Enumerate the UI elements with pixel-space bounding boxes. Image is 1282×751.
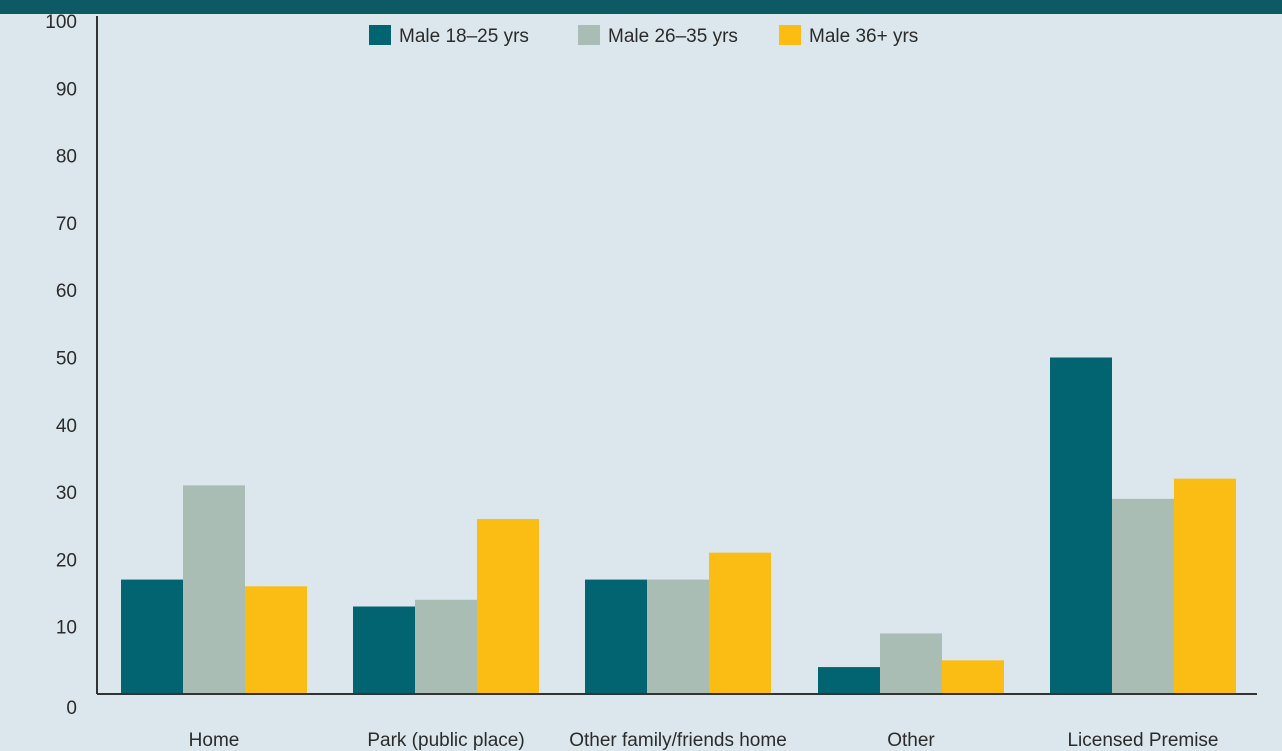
x-axis-labels: Home Park (public place) Other family/frie… [189,730,1219,751]
x-tick-label: Licensed Premise [1067,730,1218,751]
axes [96,16,1257,695]
legend-label: Male 36+ yrs [809,26,918,47]
x-tick-label: Home [189,730,240,751]
legend-label: Male 26–35 yrs [608,26,738,47]
legend-swatch [369,25,391,45]
y-tick-label: 40 [56,416,77,437]
bar [880,633,942,694]
bar [245,586,307,694]
y-tick-label: 50 [56,349,77,370]
y-tick-label: 90 [56,79,77,100]
y-tick-label: 30 [56,483,77,504]
bar [709,552,771,694]
y-tick-label: 0 [66,698,77,719]
bar [942,660,1004,694]
bar [353,606,415,694]
y-tick-label: 60 [56,281,77,302]
bar [818,667,880,694]
x-tick-label: Other family/friends home [569,730,787,751]
bar [415,599,477,694]
bar [477,519,539,694]
legend-swatch [779,25,801,45]
bar [647,579,709,694]
y-tick-label: 80 [56,147,77,168]
y-axis-ticks: 0 10 20 30 40 50 60 70 80 90 100 [45,12,77,719]
header-band [0,0,1282,14]
bar [1050,357,1112,694]
bars [121,357,1236,694]
bar [585,579,647,694]
bar [183,485,245,694]
y-tick-label: 10 [56,618,77,639]
y-tick-label: 20 [56,550,77,571]
x-tick-label: Other [887,730,935,751]
bar [121,579,183,694]
x-tick-label: Park (public place) [367,730,524,751]
bar [1112,498,1174,694]
y-tick-label: 100 [45,12,77,33]
y-tick-label: 70 [56,214,77,235]
legend-swatch [578,25,600,45]
legend-label: Male 18–25 yrs [399,26,529,47]
legend: Male 18–25 yrs Male 26–35 yrs Male 36+ yrs [369,25,918,47]
bar [1174,478,1236,694]
